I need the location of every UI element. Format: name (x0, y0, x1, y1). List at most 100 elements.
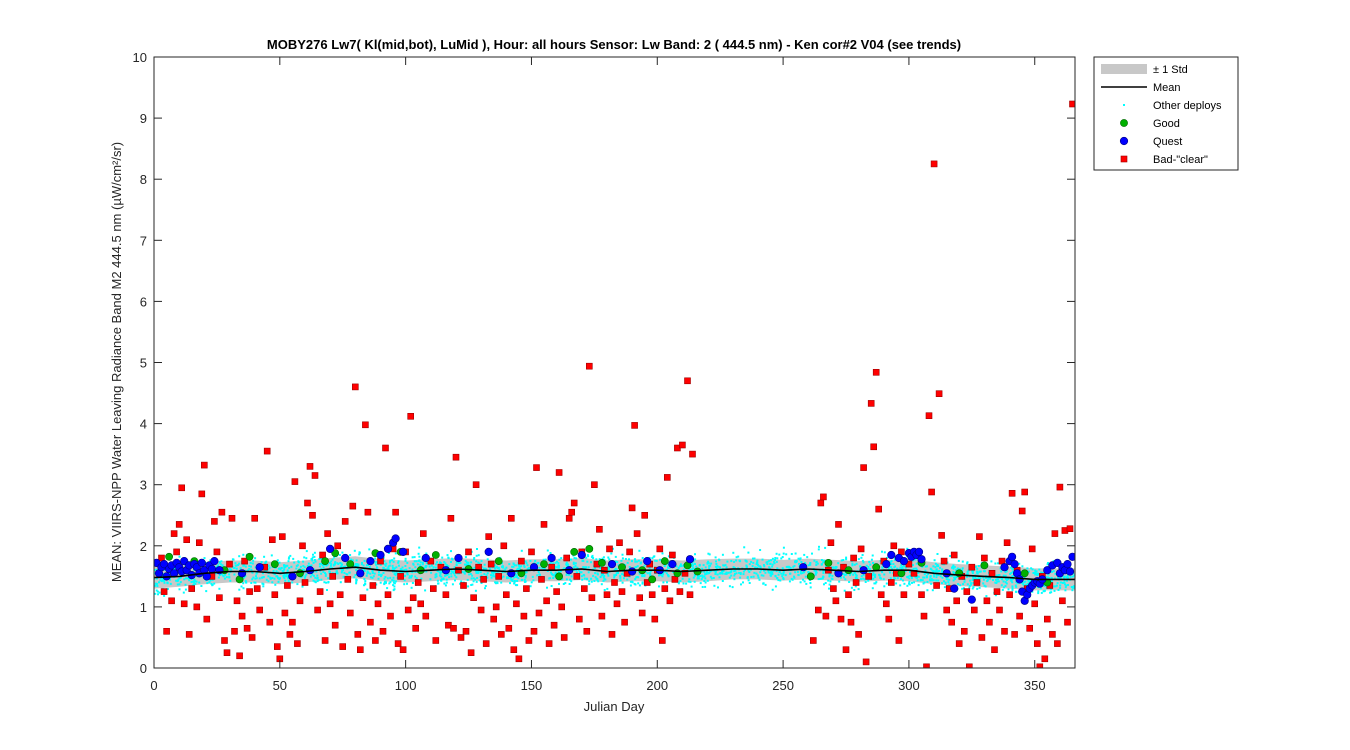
other-deploy-point (708, 567, 711, 570)
other-deploy-point (419, 564, 422, 567)
other-deploy-point (798, 558, 801, 561)
other-deploy-point (792, 565, 795, 568)
other-deploy-point (1040, 591, 1043, 594)
good-point (648, 575, 657, 584)
other-deploy-point (1043, 584, 1046, 587)
other-deploy-point (523, 566, 526, 569)
other-deploy-point (371, 570, 374, 572)
other-deploy-point (978, 570, 981, 573)
other-deploy-point (935, 579, 938, 582)
other-deploy-point (1069, 575, 1072, 578)
other-deploy-point (587, 555, 590, 558)
other-deploy-point (357, 563, 360, 566)
bad-clear-point (583, 627, 591, 635)
other-deploy-point (701, 574, 704, 577)
other-deploy-point (831, 574, 834, 577)
other-deploy-point (1073, 574, 1075, 577)
other-deploy-point (775, 560, 778, 563)
other-deploy-point (1007, 578, 1010, 581)
other-deploy-point (704, 585, 707, 588)
bad-clear-point (671, 576, 679, 583)
other-deploy-point (404, 557, 407, 560)
bad-clear-point (575, 615, 583, 623)
bad-clear-point (520, 612, 528, 620)
quest-point (421, 553, 430, 563)
bad-clear-point (346, 609, 354, 617)
other-deploy-point (759, 571, 762, 574)
other-deploy-point (1071, 586, 1074, 589)
other-deploy-point (420, 577, 423, 580)
other-deploy-point (472, 577, 475, 580)
other-deploy-point (408, 567, 411, 570)
bad-clear-point (565, 514, 573, 522)
bad-clear-point (460, 582, 467, 589)
other-deploy-point (190, 581, 193, 583)
bad-clear-point (334, 542, 342, 550)
bad-clear-point (500, 542, 508, 550)
other-deploy-point (668, 566, 671, 569)
other-deploy-point (909, 571, 911, 574)
bad-clear-point (933, 582, 940, 589)
bad-clear-point (447, 514, 455, 522)
other-deploy-point (554, 571, 557, 574)
bad-clear-point (601, 566, 608, 574)
other-deploy-point (982, 576, 985, 579)
other-deploy-point (996, 580, 999, 583)
other-deploy-point (854, 577, 857, 579)
other-deploy-point (291, 581, 294, 584)
other-deploy-point (397, 561, 400, 564)
other-deploy-point (824, 546, 827, 549)
other-deploy-point (943, 586, 946, 589)
bad-clear-point (407, 412, 415, 420)
other-deploy-point (932, 571, 935, 574)
other-deploy-point (606, 587, 609, 590)
other-deploy-point (957, 583, 960, 586)
other-deploy-point (773, 562, 776, 565)
other-deploy-point (638, 572, 641, 575)
other-deploy-point (952, 579, 955, 582)
other-deploy-point (367, 564, 370, 566)
other-deploy-point (388, 561, 391, 564)
other-deploy-point (685, 582, 688, 585)
other-deploy-point (733, 574, 736, 577)
other-deploy-point (154, 592, 157, 595)
other-deploy-point (269, 576, 272, 579)
legend-label: Quest (1153, 136, 1182, 148)
other-deploy-point (860, 575, 863, 578)
other-deploy-point (467, 561, 470, 564)
x-axis-label: Julian Day (584, 699, 645, 714)
other-deploy-point (248, 565, 251, 568)
other-deploy-point (924, 569, 927, 572)
other-deploy-point (774, 557, 777, 559)
bad-clear-point (543, 597, 550, 605)
other-deploy-point (580, 571, 583, 574)
quest-point (547, 553, 556, 563)
other-deploy-point (373, 572, 376, 575)
bad-clear-point (422, 612, 430, 620)
other-deploy-point (360, 563, 363, 566)
other-deploy-point (937, 574, 940, 577)
other-deploy-point (413, 560, 416, 563)
other-deploy-point (883, 585, 886, 588)
other-deploy-point (361, 561, 363, 564)
other-deploy-point (691, 564, 694, 567)
other-deploy-point (933, 559, 936, 562)
other-deploy-point (324, 573, 327, 576)
other-deploy-point (972, 582, 975, 584)
other-deploy-point (546, 586, 548, 589)
other-deploy-point (654, 559, 657, 562)
quest-point (1063, 559, 1072, 569)
bad-clear-point (291, 478, 299, 485)
other-deploy-point (558, 582, 560, 585)
other-deploy-point (178, 577, 181, 580)
other-deploy-point (298, 568, 301, 571)
other-deploy-point (466, 578, 469, 581)
other-deploy-point (1066, 574, 1069, 577)
other-deploy-point (634, 560, 637, 563)
other-deploy-point (570, 575, 573, 578)
other-deploy-point (564, 582, 567, 585)
other-deploy-point (1011, 568, 1014, 570)
other-deploy-point (906, 547, 909, 550)
other-deploy-point (238, 555, 241, 558)
other-deploy-point (908, 574, 911, 577)
